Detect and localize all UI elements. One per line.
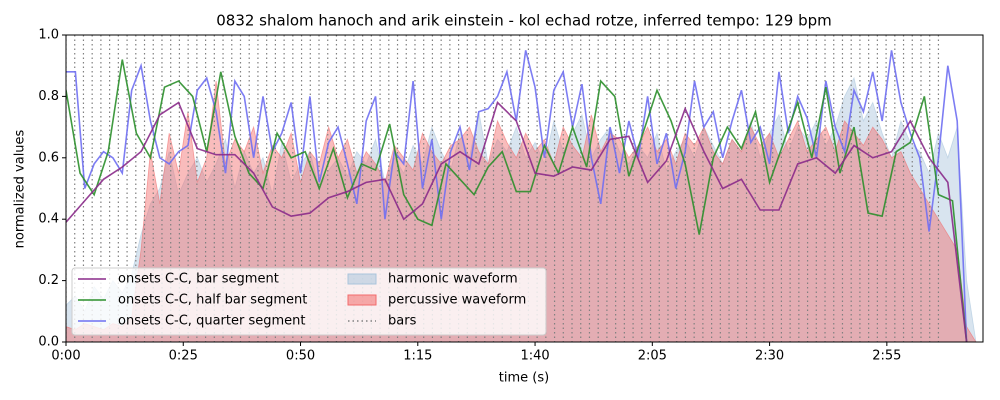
legend: onsets C-C, bar segment onsets C-C, half … bbox=[71, 267, 547, 336]
legend-label: harmonic waveform bbox=[388, 272, 518, 287]
y-axis-label: normalized values bbox=[13, 129, 28, 248]
plot-frame bbox=[65, 34, 984, 343]
legend-label: onsets C-C, bar segment bbox=[118, 272, 279, 287]
y-tick-label: 0.4 bbox=[38, 212, 59, 227]
x-tick-label: 2:30 bbox=[755, 349, 784, 364]
onset-line bbox=[66, 101, 968, 342]
x-tick-label: 2:05 bbox=[638, 349, 667, 364]
legend-swatch bbox=[347, 294, 377, 306]
y-tick-label: 1.0 bbox=[38, 28, 59, 43]
legend-label: onsets C-C, quarter segment bbox=[118, 314, 305, 329]
legend-frame bbox=[71, 267, 547, 336]
legend-label: bars bbox=[388, 314, 417, 329]
onset-line bbox=[66, 59, 968, 342]
x-tick-label: 2:55 bbox=[872, 349, 901, 364]
chart-title: 0832 shalom hanoch and arik einstein - k… bbox=[216, 12, 832, 30]
y-tick-label: 0.2 bbox=[38, 273, 59, 288]
x-tick-label: 1:15 bbox=[403, 349, 432, 364]
x-tick-label: 0:50 bbox=[286, 349, 315, 364]
x-axis-label: time (s) bbox=[499, 371, 549, 386]
legend-label: onsets C-C, half bar segment bbox=[118, 293, 307, 308]
x-tick-label: 0:25 bbox=[169, 349, 198, 364]
legend-label: percussive waveform bbox=[388, 293, 526, 308]
legend-swatch bbox=[347, 273, 377, 285]
y-tick-label: 0.8 bbox=[38, 89, 59, 104]
x-tick-label: 0:00 bbox=[51, 349, 80, 364]
y-tick-label: 0.6 bbox=[38, 150, 59, 165]
y-tick-label: 0.0 bbox=[38, 335, 59, 350]
x-tick-label: 1:40 bbox=[520, 349, 549, 364]
